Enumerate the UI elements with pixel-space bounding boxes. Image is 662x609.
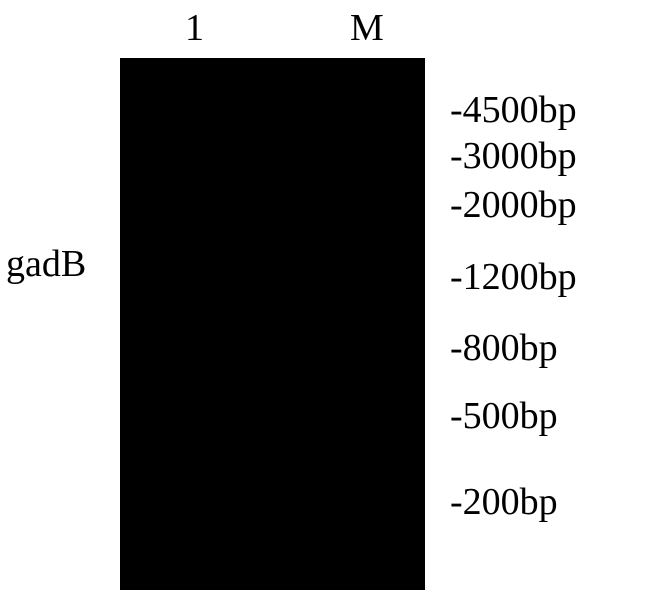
marker-label-1200: -1200bp bbox=[450, 255, 577, 299]
gel-image bbox=[120, 58, 425, 590]
marker-label-2000: -2000bp bbox=[450, 183, 577, 227]
marker-label-3000: -3000bp bbox=[450, 134, 577, 178]
marker-label-800: -800bp bbox=[450, 326, 558, 370]
marker-label-200: -200bp bbox=[450, 480, 558, 524]
marker-label-4500: -4500bp bbox=[450, 88, 577, 132]
lane-label-sample: 1 bbox=[185, 6, 204, 50]
marker-label-500: -500bp bbox=[450, 394, 558, 438]
lane-label-marker: M bbox=[350, 6, 384, 50]
gel-figure-container: 1 M gadB -4500bp -3000bp -2000bp -1200bp… bbox=[0, 0, 662, 609]
gene-label-gadb: gadB bbox=[6, 242, 86, 286]
